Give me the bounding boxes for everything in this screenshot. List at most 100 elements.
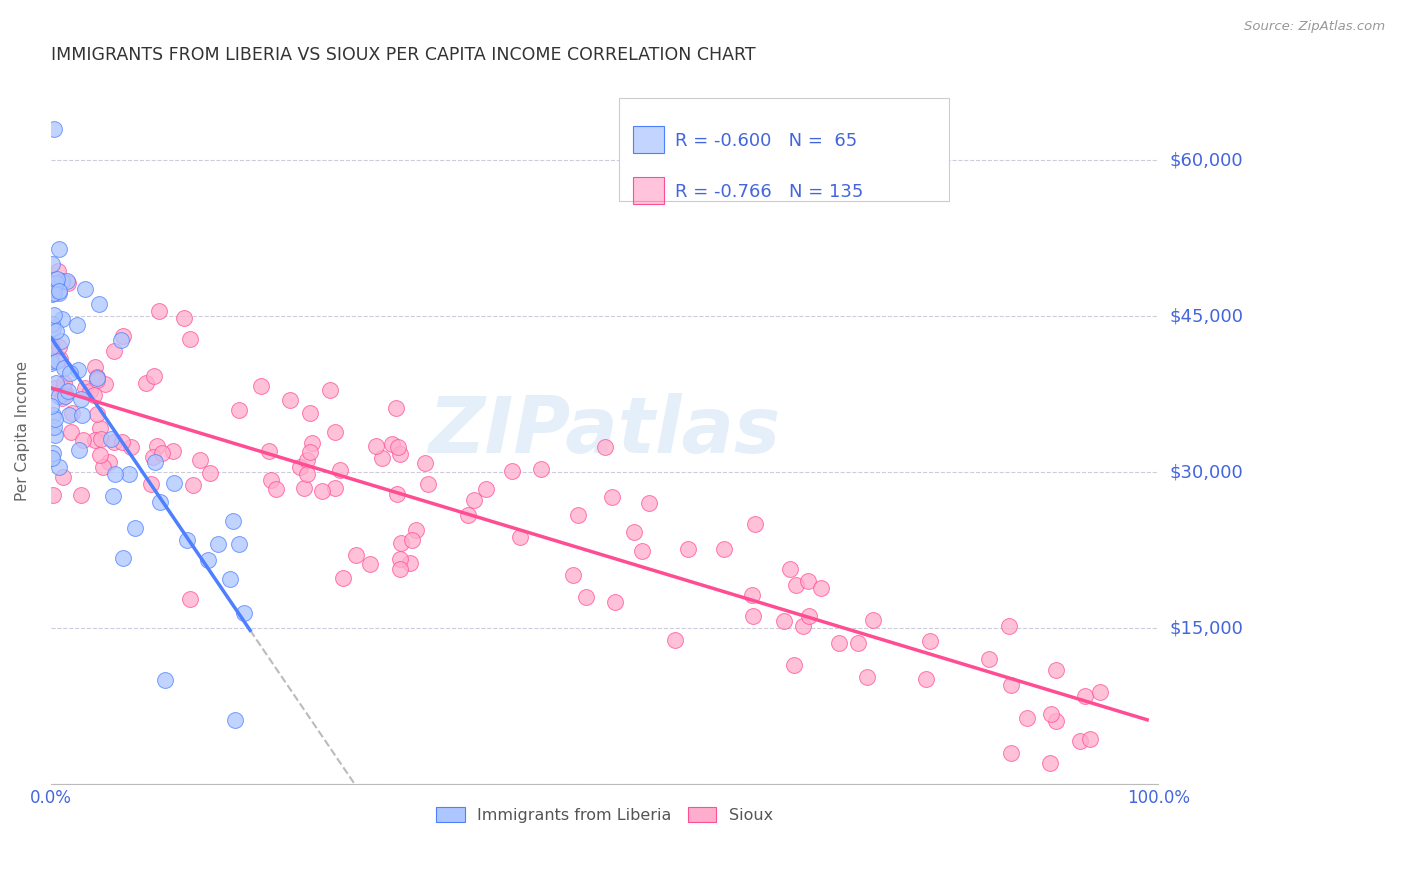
Point — [298, 445, 321, 459]
Point — [52, 376, 75, 390]
Point — [84, 434, 107, 448]
Point — [1045, 714, 1067, 728]
Point — [1078, 731, 1101, 746]
Point — [810, 581, 832, 595]
Point — [84, 359, 107, 374]
Point — [173, 311, 195, 326]
Point — [46, 272, 69, 286]
Point — [153, 673, 176, 687]
Point — [332, 571, 354, 585]
Point — [207, 537, 229, 551]
Point — [501, 464, 523, 478]
Point — [474, 482, 496, 496]
Point — [142, 368, 165, 383]
Point — [359, 557, 381, 571]
Point — [56, 276, 79, 290]
Point — [53, 386, 76, 401]
Point — [292, 481, 315, 495]
Point — [86, 369, 108, 384]
Point — [104, 467, 127, 481]
Point — [118, 467, 141, 482]
Point — [58, 408, 80, 422]
Point — [111, 328, 134, 343]
Point — [250, 379, 273, 393]
Point — [53, 385, 76, 400]
Point — [42, 409, 65, 423]
Point — [1000, 746, 1022, 760]
Point — [413, 456, 436, 470]
Point — [42, 420, 65, 434]
Point — [228, 537, 250, 551]
Point — [66, 363, 89, 377]
Point — [370, 450, 392, 465]
Point — [190, 452, 212, 467]
Point — [233, 606, 256, 620]
Point — [179, 592, 201, 607]
Point — [41, 451, 63, 466]
Point — [176, 533, 198, 547]
Point — [49, 351, 72, 366]
Point — [120, 440, 142, 454]
Point — [1088, 684, 1111, 698]
Point — [197, 553, 219, 567]
Point — [977, 652, 1000, 666]
Point — [713, 542, 735, 557]
Point — [295, 467, 318, 481]
Point — [344, 548, 367, 562]
Point — [93, 377, 115, 392]
Point — [145, 439, 167, 453]
Point — [60, 425, 83, 440]
Point — [389, 535, 412, 549]
Point — [605, 595, 627, 609]
Point — [41, 257, 63, 271]
Point — [89, 421, 111, 435]
Point — [143, 455, 166, 469]
Point — [41, 340, 63, 354]
Text: R = -0.600   N =  65: R = -0.600 N = 65 — [675, 132, 858, 150]
Point — [48, 285, 70, 299]
Point — [41, 488, 63, 502]
Point — [66, 318, 89, 333]
Point — [48, 460, 70, 475]
Point — [278, 393, 301, 408]
Point — [1040, 707, 1063, 722]
Point — [41, 282, 63, 296]
Point — [297, 453, 319, 467]
Point — [141, 476, 163, 491]
Point — [45, 324, 67, 338]
Point — [224, 713, 246, 727]
Point — [51, 274, 73, 288]
Point — [385, 401, 408, 415]
Text: R = -0.766   N = 135: R = -0.766 N = 135 — [675, 184, 863, 202]
Text: $45,000: $45,000 — [1170, 307, 1243, 326]
Point — [1039, 756, 1062, 770]
Point — [405, 523, 427, 537]
Point — [45, 276, 67, 290]
Point — [91, 460, 114, 475]
Point — [59, 366, 82, 380]
Point — [44, 412, 66, 426]
Text: $60,000: $60,000 — [1170, 151, 1243, 169]
Point — [862, 613, 884, 627]
Point — [41, 399, 63, 413]
Point — [388, 551, 411, 566]
Point — [148, 304, 170, 318]
Point — [42, 446, 65, 460]
Point — [664, 632, 686, 647]
Text: $30,000: $30,000 — [1170, 463, 1243, 482]
Text: IMMIGRANTS FROM LIBERIA VS SIOUX PER CAPITA INCOME CORRELATION CHART: IMMIGRANTS FROM LIBERIA VS SIOUX PER CAP… — [51, 46, 755, 64]
Point — [86, 407, 108, 421]
Point — [198, 466, 221, 480]
Point — [1069, 734, 1091, 748]
Point — [72, 433, 94, 447]
Point — [69, 392, 91, 407]
Point — [311, 483, 333, 498]
Point — [575, 590, 598, 604]
Point — [58, 384, 80, 399]
Point — [772, 614, 794, 628]
Point — [219, 572, 242, 586]
Point — [741, 588, 763, 602]
Point — [55, 389, 77, 403]
Point — [46, 263, 69, 277]
Point — [87, 297, 110, 311]
